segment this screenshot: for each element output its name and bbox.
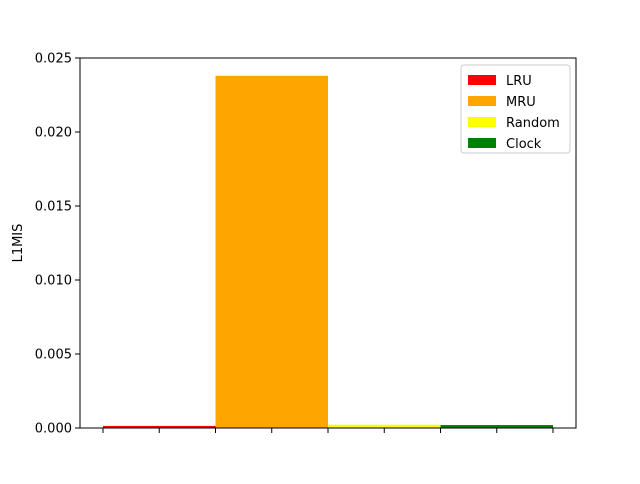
y-tick-label-0: 0.000 xyxy=(35,422,72,437)
legend-swatch-lru xyxy=(468,75,496,85)
y-tick-label-3: 0.015 xyxy=(35,200,72,215)
legend-label-clock: Clock xyxy=(506,137,542,152)
y-tick-label-2: 0.010 xyxy=(35,274,72,289)
y-tick-label-1: 0.005 xyxy=(35,348,72,363)
legend-label-random: Random xyxy=(506,116,560,131)
legend-box xyxy=(460,64,571,154)
legend-swatch-clock xyxy=(468,138,496,148)
bars-group xyxy=(103,75,553,428)
legend-swatch-random xyxy=(468,117,496,127)
y-tick-label-5: 0.025 xyxy=(35,52,72,67)
y-axis-group: 0.000 0.005 0.010 0.015 0.020 0.025 xyxy=(35,52,80,437)
bar-lru xyxy=(103,425,216,428)
legend-label-lru: LRU xyxy=(506,74,532,89)
bar-clock xyxy=(440,425,553,428)
x-ticks-group xyxy=(102,428,554,433)
plot-frame xyxy=(79,57,577,429)
y-tick-label-4: 0.020 xyxy=(35,126,72,141)
legend: LRU MRU Random Clock xyxy=(460,64,571,154)
bar-random xyxy=(328,424,441,428)
legend-swatch-mru xyxy=(468,96,496,106)
y-axis-label: L1MIS xyxy=(11,224,26,263)
legend-label-mru: MRU xyxy=(506,95,536,110)
bar-mru xyxy=(215,75,328,428)
